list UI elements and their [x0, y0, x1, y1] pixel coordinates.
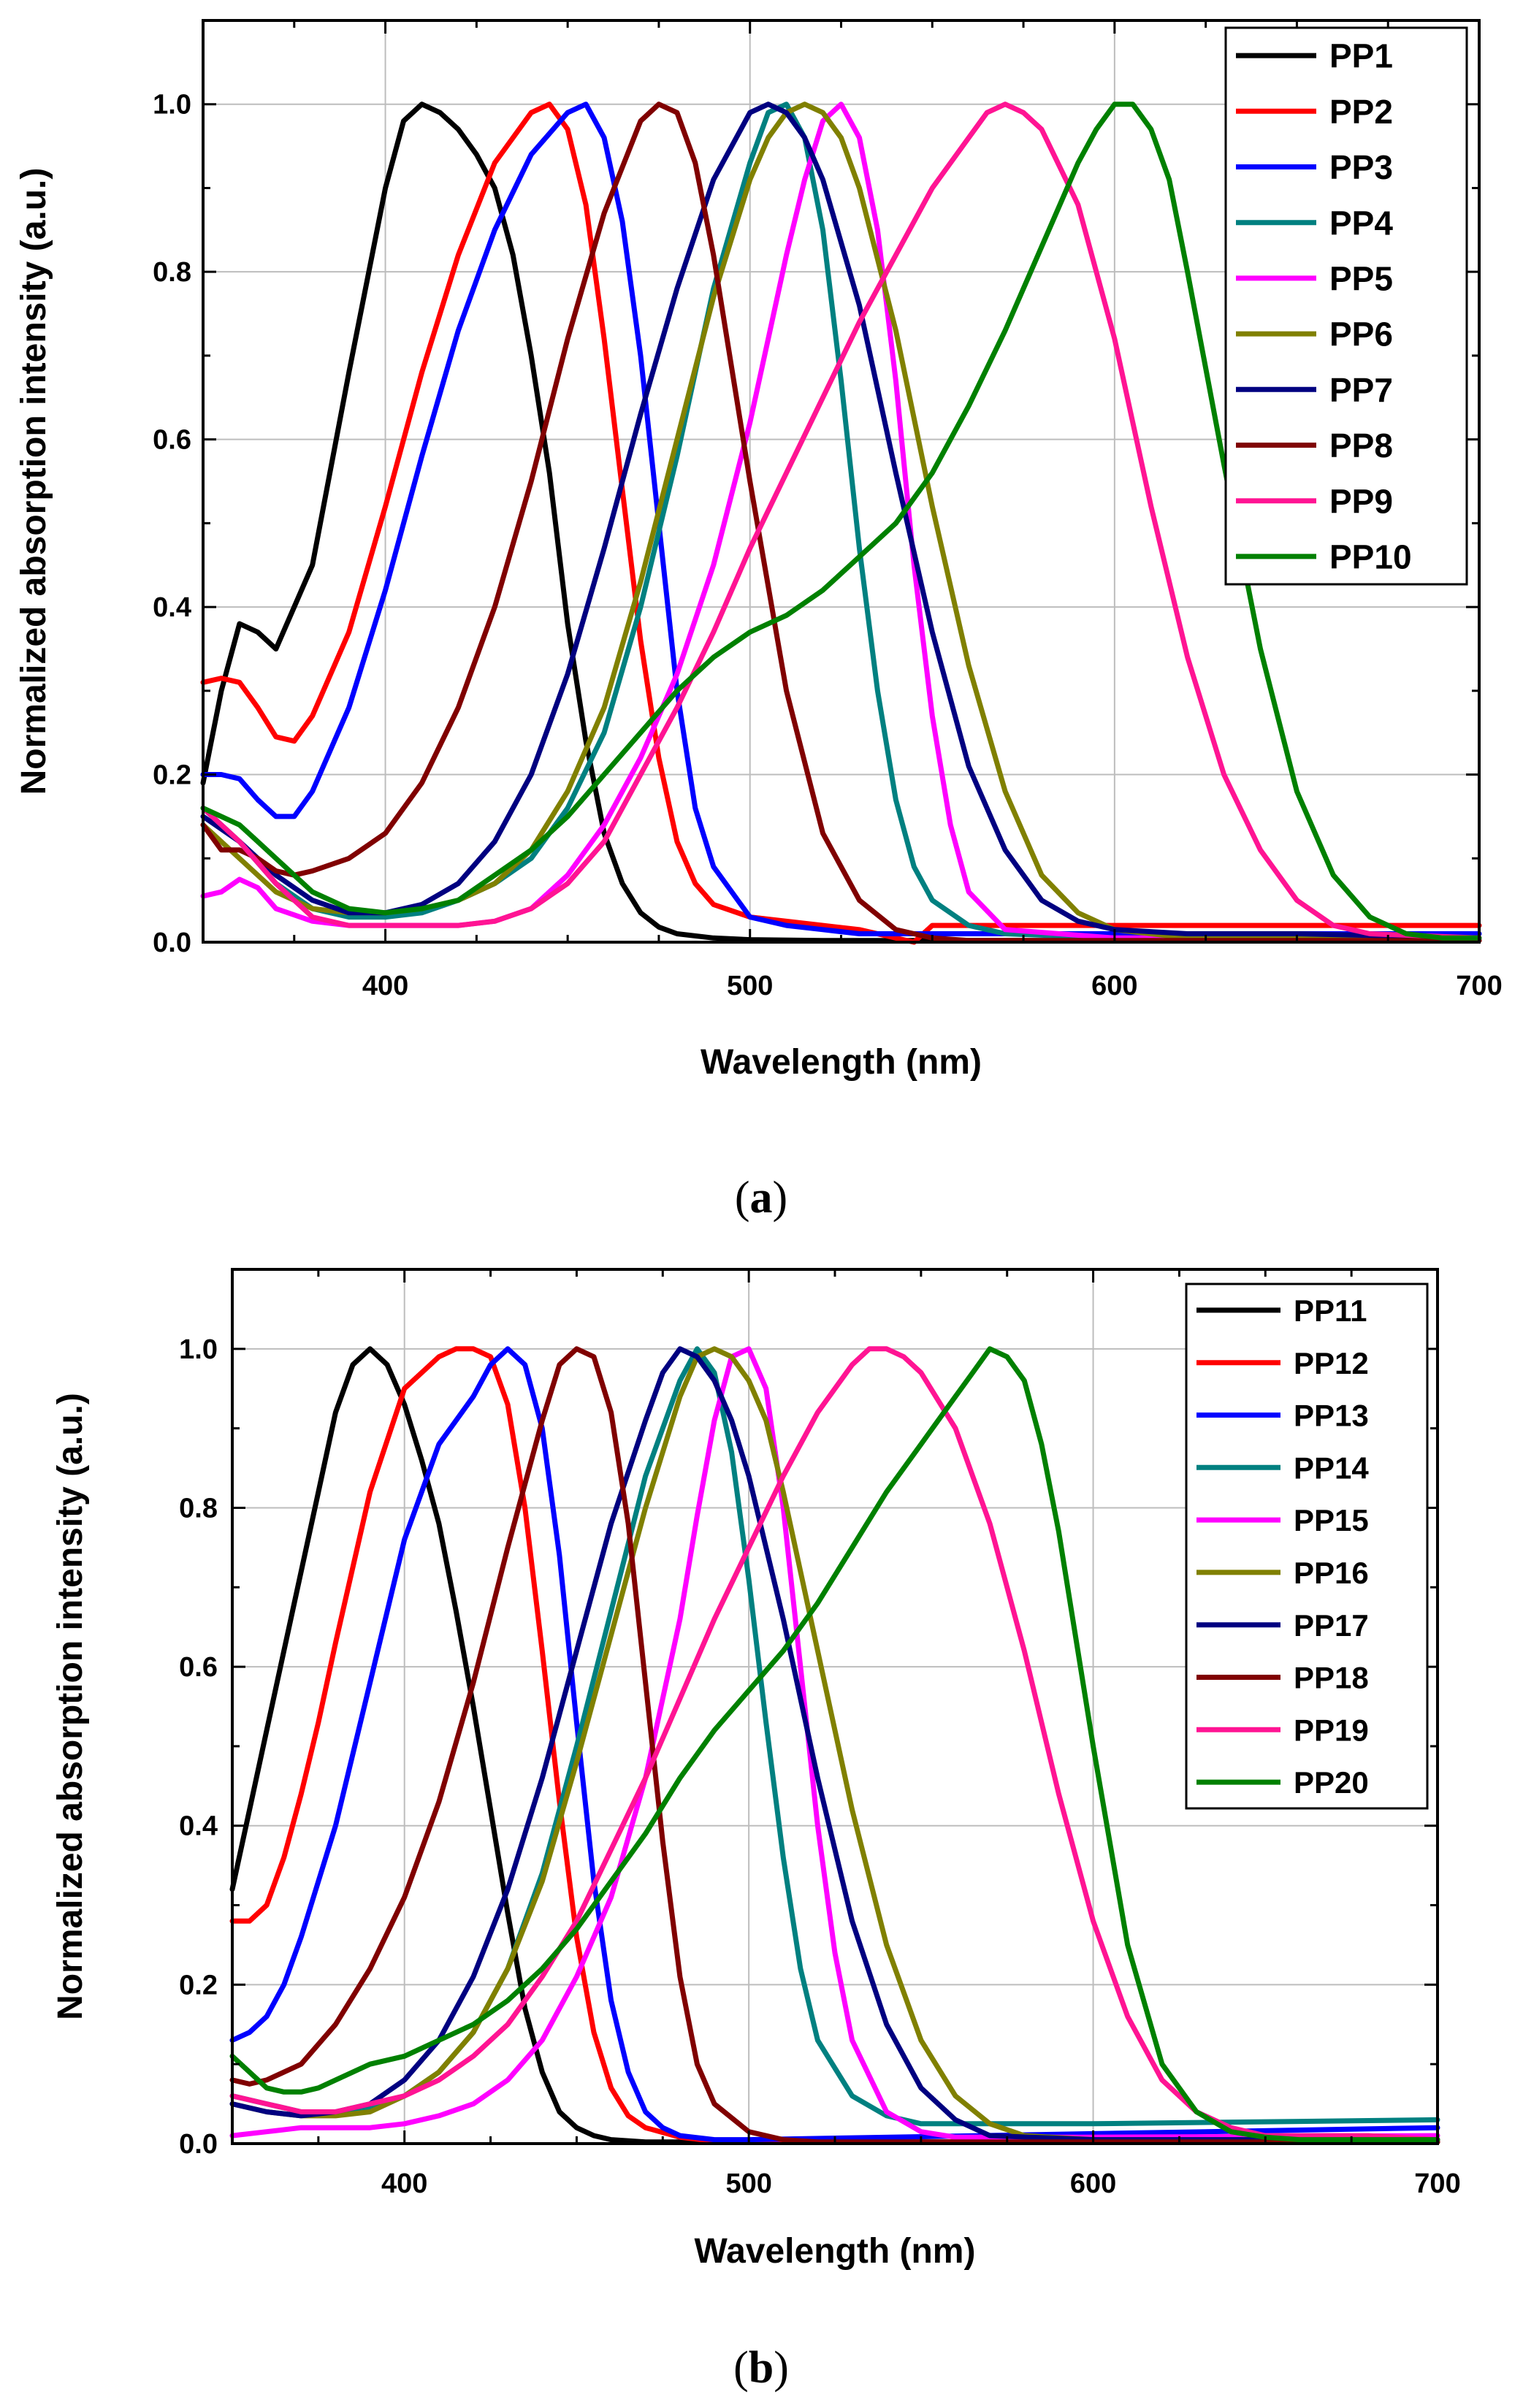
- panel-a-x-tick-label: 400: [362, 971, 408, 1001]
- legend-label-pp4: PP4: [1329, 204, 1393, 242]
- series-line-pp5: [200, 102, 1482, 941]
- panel-a-y-tick-label: 0.0: [153, 928, 191, 958]
- series-line-pp20: [229, 1346, 1440, 2143]
- caption-a-letter: a: [750, 1173, 773, 1223]
- panel-a-y-tick-label: 0.6: [153, 425, 191, 456]
- legend-label-pp7: PP7: [1329, 371, 1393, 409]
- panel-b-legend: PP11 PP12 PP13 PP14 PP15 PP16 PP17 PP18 PP19 PP20: [1185, 1283, 1429, 1810]
- panel-a-y-tick-label: 0.4: [153, 592, 191, 623]
- legend-label-pp10: PP10: [1329, 538, 1412, 576]
- legend-label-pp16: PP16: [1294, 1556, 1369, 1590]
- panel-b-x-axis-title: Wavelength (nm): [695, 2232, 976, 2271]
- series-line-pp15: [229, 1346, 1440, 2140]
- caption-b-letter: b: [749, 2343, 774, 2393]
- panel-a-x-axis-title: Wavelength (nm): [701, 1043, 982, 1082]
- legend-label-pp2: PP2: [1329, 93, 1393, 131]
- panel-b-legend-box: [1185, 1283, 1429, 1810]
- panel-a-y-tick-label: 0.8: [153, 257, 191, 288]
- series-line-pp18: [229, 1346, 1440, 2145]
- legend-label-pp20: PP20: [1294, 1765, 1369, 1800]
- panel-b-ticks: [231, 1268, 1439, 2145]
- panel-a-ticks: [202, 19, 1481, 944]
- legend-label-pp18: PP18: [1294, 1661, 1369, 1695]
- series-line-pp3: [200, 102, 1482, 936]
- legend-label-pp13: PP13: [1294, 1399, 1369, 1433]
- series-line-pp9: [200, 102, 1482, 941]
- legend-label-pp1: PP1: [1329, 37, 1393, 75]
- panel-b-y-tick-label: 0.0: [179, 2129, 218, 2160]
- series-line-pp1: [200, 102, 1482, 944]
- panel-b-y-axis-title: Normalized absorption intensity (a.u.): [51, 1393, 90, 2020]
- panel-b-y-tick-label: 0.6: [179, 1652, 218, 1683]
- panel-b-y-tick-label: 0.4: [179, 1811, 218, 1842]
- series-line-pp12: [229, 1346, 1440, 2145]
- legend-label-pp3: PP3: [1329, 148, 1393, 186]
- panel-b-y-tick-label: 0.2: [179, 1970, 218, 2000]
- series-line-pp8: [200, 102, 1482, 944]
- legend-label-pp15: PP15: [1294, 1503, 1369, 1537]
- series-line-pp13: [229, 1346, 1440, 2143]
- panel-b-x-tick-label: 600: [1070, 2168, 1116, 2199]
- caption-a: (a): [735, 1173, 787, 1223]
- panel-b-series: [229, 1346, 1440, 2145]
- series-line-pp17: [229, 1346, 1440, 2143]
- legend-label-pp8: PP8: [1329, 427, 1393, 465]
- panel-b-x-tick-label: 400: [381, 2168, 427, 2199]
- panel-b-chart: 400 500 600 700 0.0 0.2 0.4 0.6 0.8 1.0 Wavelength…: [51, 1268, 1461, 2271]
- panel-a-chart: 400 500 600 700 0.0 0.2 0.4 0.6 0.8 1.0 Wavelength…: [15, 19, 1503, 1082]
- panel-a-x-tick-label: 500: [727, 971, 773, 1001]
- panel-a-y-tick-label: 0.2: [153, 760, 191, 791]
- series-line-pp2: [200, 102, 1482, 945]
- panel-a-legend-box: [1224, 26, 1468, 586]
- legend-label-pp14: PP14: [1294, 1450, 1369, 1485]
- legend-label-pp6: PP6: [1329, 316, 1393, 353]
- legend-label-pp19: PP19: [1294, 1713, 1369, 1747]
- caption-b: (b): [733, 2343, 789, 2393]
- panel-b-x-tick-label: 700: [1414, 2168, 1460, 2199]
- panel-a-y-axis-title: Normalized absorption intensity (a.u.): [15, 168, 53, 795]
- legend-label-pp5: PP5: [1329, 259, 1393, 297]
- series-line-pp11: [229, 1346, 1440, 2145]
- series-line-pp4: [200, 102, 1482, 941]
- panel-b-x-tick-label: 500: [725, 2168, 771, 2199]
- legend-label-pp17: PP17: [1294, 1608, 1369, 1643]
- panel-a-x-tick-label: 600: [1091, 971, 1137, 1001]
- panel-b-y-tick-label: 1.0: [179, 1334, 218, 1365]
- panel-a-x-tick-label: 700: [1456, 971, 1502, 1001]
- legend-label-pp12: PP12: [1294, 1346, 1369, 1380]
- panel-a-legend: PP1 PP2 PP3 PP4 PP5 PP6 PP7 PP8 PP9 PP10: [1224, 26, 1468, 586]
- legend-label-pp11: PP11: [1294, 1293, 1367, 1328]
- legend-label-pp9: PP9: [1329, 482, 1393, 520]
- panel-b-y-tick-label: 0.8: [179, 1493, 218, 1524]
- panel-a-y-tick-label: 1.0: [153, 90, 191, 121]
